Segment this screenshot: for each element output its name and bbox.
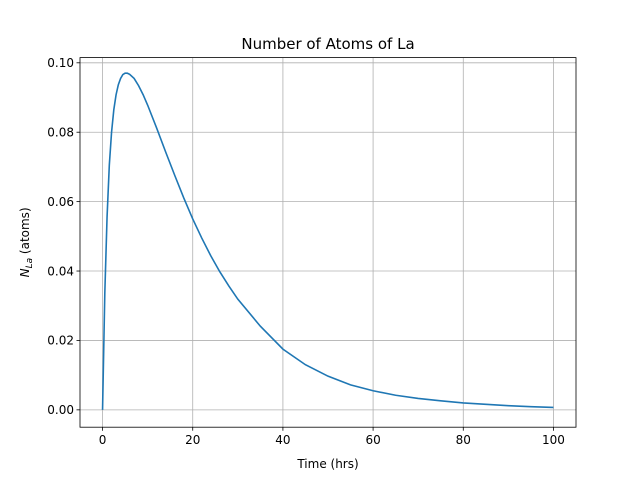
curve-layer: [101, 72, 554, 410]
x-tick-label: 20: [185, 433, 200, 447]
chart-title: Number of Atoms of La: [241, 35, 414, 53]
x-tick-label: 0: [99, 433, 107, 447]
y-tick-label: 0.04: [47, 264, 74, 278]
y-axis-label-main: N: [18, 268, 32, 277]
y-axis-label-sub: La: [25, 258, 35, 269]
x-tick-label: 40: [275, 433, 290, 447]
tick-layer: 0 20 40 60 80 100 0.00 0.02 0.04 0.06 0.08 0.10: [47, 56, 565, 447]
y-tick-label: 0.02: [47, 334, 74, 348]
y-axis-label-rest: (atoms): [18, 207, 32, 258]
y-axis-label: NLa (atoms): [18, 207, 35, 277]
plot-frame: [79, 57, 577, 428]
series-line: [101, 72, 554, 410]
y-tick-label: 0.00: [47, 403, 74, 417]
x-tick-label: 100: [542, 433, 565, 447]
y-tick-label: 0.06: [47, 195, 74, 209]
x-axis-label: Time (hrs): [296, 457, 358, 471]
x-tick-label: 60: [365, 433, 380, 447]
y-tick-label: 0.08: [47, 126, 74, 140]
y-tick-label: 0.10: [47, 56, 74, 70]
grid-layer: [80, 57, 576, 428]
x-tick-label: 80: [456, 433, 471, 447]
